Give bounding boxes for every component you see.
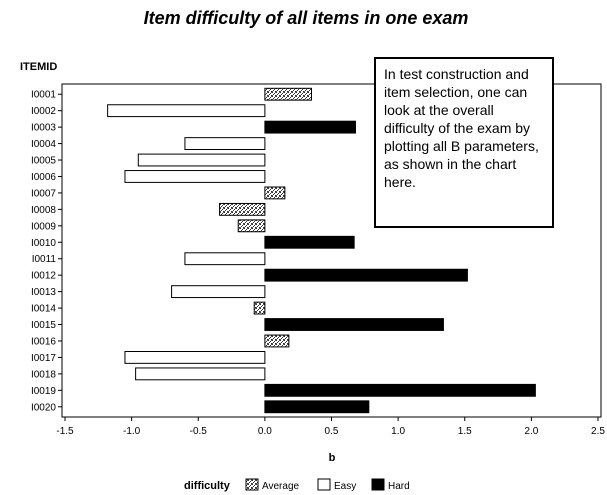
x-tick-label: -1.0 bbox=[123, 426, 141, 437]
bar-i0004 bbox=[184, 137, 266, 150]
bar-i0014 bbox=[253, 301, 266, 315]
x-axis-title: b bbox=[329, 452, 336, 464]
x-tick-label: 1.0 bbox=[391, 426, 405, 437]
y-tick-label: I0008 bbox=[31, 205, 56, 216]
y-axis-title: ITEMID bbox=[20, 61, 57, 73]
bar-i0015 bbox=[264, 318, 444, 331]
y-tick-label: I0009 bbox=[31, 221, 56, 232]
bar-i0017 bbox=[124, 351, 266, 364]
annotation-box: In test construction and item selection,… bbox=[374, 57, 554, 228]
legend-label-easy: Easy bbox=[334, 481, 356, 492]
y-tick-label: I0016 bbox=[31, 336, 56, 347]
legend-title: difficulty bbox=[184, 480, 231, 492]
bar-i0012 bbox=[264, 268, 468, 282]
y-tick-label: I0004 bbox=[31, 139, 56, 150]
x-tick-labels: -1.5 -1.0 -0.5 0.0 0.5 1.0 1.5 2.0 2.5 bbox=[56, 417, 605, 437]
y-tick-label: I0017 bbox=[31, 353, 56, 364]
legend-label-average: Average bbox=[262, 481, 300, 492]
x-tick-label: 2.5 bbox=[591, 426, 605, 437]
bar-i0010 bbox=[264, 235, 355, 249]
y-tick-label: I0020 bbox=[31, 402, 56, 413]
y-tick-label: I0007 bbox=[31, 188, 56, 199]
y-tick-label: I0003 bbox=[31, 123, 56, 134]
y-tick-label: I0010 bbox=[31, 238, 56, 249]
y-tick-label: I0011 bbox=[32, 254, 57, 265]
bar-i0002 bbox=[107, 104, 266, 118]
bar-i0020 bbox=[264, 400, 370, 414]
y-tick-label: I0006 bbox=[31, 172, 56, 183]
y-tick-label: I0018 bbox=[31, 369, 56, 380]
bar-i0018 bbox=[135, 367, 266, 381]
y-tick-label: I0013 bbox=[31, 287, 56, 298]
bar-i0001 bbox=[264, 87, 313, 101]
x-tick-label: 2.0 bbox=[524, 426, 538, 437]
bar-i0019 bbox=[264, 383, 536, 397]
bars-group bbox=[107, 87, 536, 414]
legend: difficulty Average Easy Hard bbox=[184, 478, 410, 492]
legend-swatch-hard bbox=[371, 478, 385, 491]
annotation-text: In test construction and item selection,… bbox=[384, 66, 539, 190]
legend-swatch-easy bbox=[317, 478, 331, 491]
y-tick-label: I0002 bbox=[31, 106, 56, 117]
x-tick-label: 0.0 bbox=[258, 426, 272, 437]
y-tick-labels: I0001 I0002 I0003 I0004 I0005 I0006 I0007 I0008… bbox=[31, 90, 62, 413]
chart-title: Item difficulty of all items in one exam bbox=[144, 8, 469, 28]
bar-i0003 bbox=[264, 120, 356, 134]
bar-i0008 bbox=[219, 202, 266, 216]
y-tick-label: I0015 bbox=[31, 320, 56, 331]
y-tick-label: I0014 bbox=[31, 304, 56, 315]
x-tick-label: -0.5 bbox=[190, 426, 208, 437]
bar-i0006 bbox=[124, 170, 266, 183]
y-tick-label: I0005 bbox=[31, 156, 56, 167]
x-tick-label: -1.5 bbox=[56, 426, 74, 437]
legend-swatch-average bbox=[245, 478, 259, 491]
y-tick-label: I0012 bbox=[31, 271, 56, 282]
legend-label-hard: Hard bbox=[388, 481, 410, 492]
y-tick-label: I0019 bbox=[31, 386, 56, 397]
x-tick-label: 1.5 bbox=[458, 426, 472, 437]
bar-i0011 bbox=[184, 252, 266, 266]
bar-i0016 bbox=[264, 334, 290, 348]
bar-i0007 bbox=[264, 186, 286, 200]
bar-i0013 bbox=[171, 285, 266, 299]
bar-i0009 bbox=[237, 219, 266, 233]
y-tick-label: I0001 bbox=[31, 90, 56, 101]
x-tick-label: 0.5 bbox=[325, 426, 339, 437]
bar-i0005 bbox=[137, 153, 266, 167]
